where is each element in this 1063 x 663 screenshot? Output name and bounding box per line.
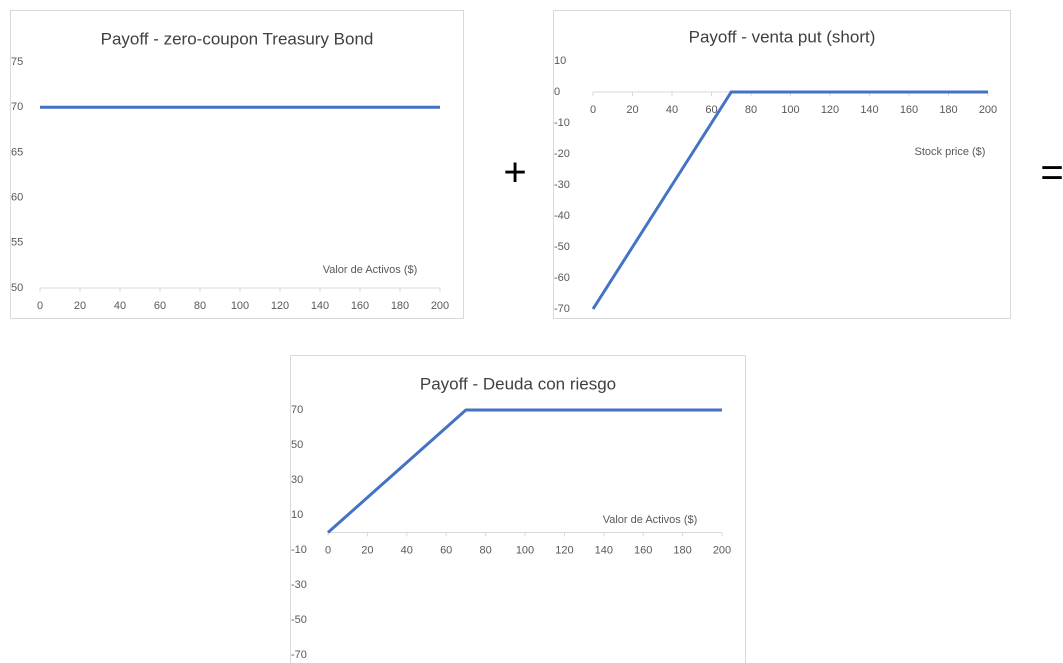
equals-sign: = — [1040, 151, 1063, 195]
x-tick-label: 200 — [713, 544, 731, 556]
plus-sign: + — [503, 151, 526, 195]
x-tick-label: 20 — [626, 104, 638, 116]
x-tick-label: 60 — [440, 544, 452, 556]
x-tick-label: 80 — [479, 544, 491, 556]
y-tick-label: 10 — [291, 509, 303, 521]
y-tick-label: 70 — [291, 404, 303, 416]
y-tick-label: -10 — [291, 544, 307, 556]
x-tick-label: 20 — [74, 300, 86, 312]
x-axis-label: Valor de Activos ($) — [323, 264, 418, 276]
x-tick-label: 120 — [271, 300, 289, 312]
y-tick-label: 10 — [554, 55, 566, 67]
y-tick-label: 65 — [11, 146, 23, 158]
x-tick-label: 100 — [231, 300, 249, 312]
chart-title: Payoff - zero-coupon Treasury Bond — [101, 29, 374, 48]
x-tick-label: 120 — [555, 544, 573, 556]
x-tick-label: 0 — [590, 104, 596, 116]
x-tick-label: 140 — [860, 104, 878, 116]
x-tick-label: 140 — [595, 544, 613, 556]
y-tick-label: 70 — [11, 101, 23, 113]
x-tick-label: 80 — [194, 300, 206, 312]
x-tick-label: 40 — [666, 104, 678, 116]
y-tick-label: -70 — [554, 303, 570, 315]
y-tick-label: -30 — [291, 579, 307, 591]
payoff-line — [327, 408, 722, 534]
x-tick-label: 160 — [900, 104, 918, 116]
x-tick-label: 160 — [634, 544, 652, 556]
y-tick-label: 0 — [554, 86, 560, 98]
chart-frame — [10, 10, 464, 319]
x-tick-label: 80 — [745, 104, 757, 116]
x-tick-label: 100 — [516, 544, 534, 556]
y-tick-label: -30 — [554, 179, 570, 191]
x-tick-label: 200 — [979, 104, 997, 116]
y-tick-label: -50 — [554, 241, 570, 253]
y-tick-label: -60 — [554, 272, 570, 284]
y-tick-label: -40 — [554, 210, 570, 222]
y-tick-label: -20 — [554, 148, 570, 160]
y-tick-label: 50 — [11, 282, 23, 294]
y-tick-label: 60 — [11, 192, 23, 204]
x-tick-label: 60 — [705, 104, 717, 116]
chart-title: Payoff - Deuda con riesgo — [420, 374, 616, 393]
x-axis-label: Stock price ($) — [915, 146, 986, 158]
x-tick-label: 160 — [351, 300, 369, 312]
x-tick-label: 0 — [325, 544, 331, 556]
x-tick-label: 140 — [311, 300, 329, 312]
x-tick-label: 40 — [114, 300, 126, 312]
chart-title: Payoff - venta put (short) — [689, 27, 876, 46]
y-tick-label: 50 — [291, 439, 303, 451]
x-tick-label: 200 — [431, 300, 449, 312]
x-tick-label: 180 — [391, 300, 409, 312]
x-tick-label: 100 — [781, 104, 799, 116]
x-tick-label: 60 — [154, 300, 166, 312]
y-tick-label: 55 — [11, 237, 23, 249]
y-tick-label: 30 — [291, 474, 303, 486]
x-tick-label: 0 — [37, 300, 43, 312]
x-axis-label: Valor de Activos ($) — [603, 514, 698, 526]
x-tick-label: 180 — [939, 104, 957, 116]
x-tick-label: 180 — [673, 544, 691, 556]
y-tick-label: 75 — [11, 56, 23, 68]
x-tick-label: 120 — [821, 104, 839, 116]
x-tick-label: 20 — [361, 544, 373, 556]
chart-frame — [553, 10, 1011, 319]
chart-frame — [290, 355, 746, 663]
y-tick-label: -50 — [291, 614, 307, 626]
x-tick-label: 40 — [401, 544, 413, 556]
y-tick-label: -70 — [291, 649, 307, 661]
y-tick-label: -10 — [554, 117, 570, 129]
payoff-line — [591, 90, 988, 310]
